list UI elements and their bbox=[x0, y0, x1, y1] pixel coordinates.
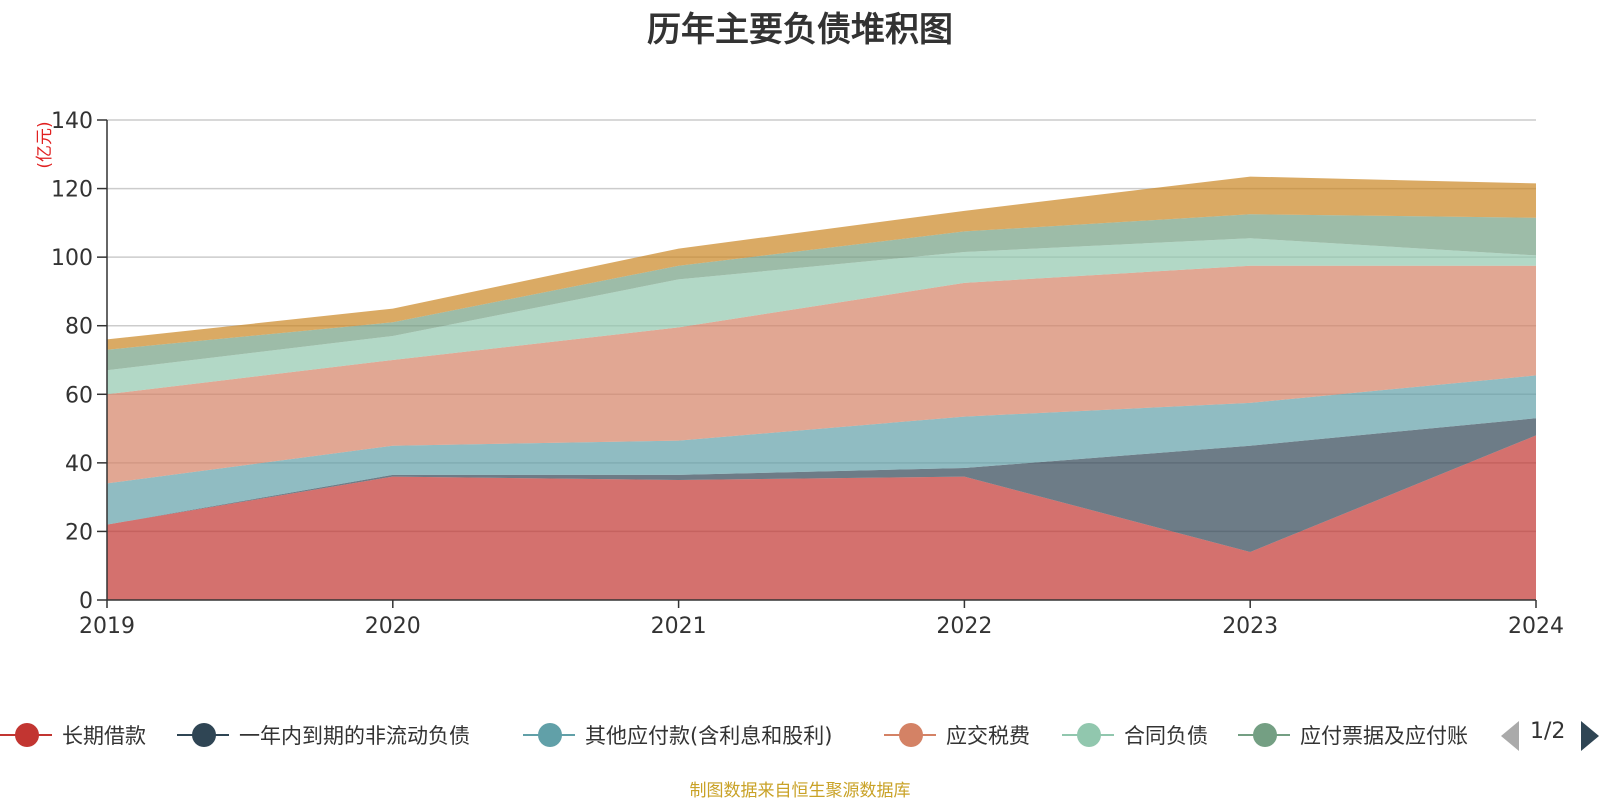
area-series-6 bbox=[107, 176, 1536, 350]
legend-label: 长期借款 bbox=[62, 724, 146, 748]
legend-label: 应付票据及应付账 bbox=[1300, 724, 1468, 748]
area-series-2 bbox=[107, 375, 1536, 525]
area-series-5 bbox=[107, 214, 1536, 371]
area-series-1 bbox=[107, 418, 1536, 552]
area-series-3 bbox=[107, 265, 1536, 484]
legend-circle-icon bbox=[15, 723, 39, 747]
legend-items: 长期借款 一年内到期的非流动负债 其他应付款(含利息和股利) 应交税费 合同负债 应付票据… bbox=[0, 718, 1490, 758]
y-tick-label: 40 bbox=[65, 452, 93, 477]
x-tick-label: 2020 bbox=[365, 614, 421, 639]
legend-circle-icon bbox=[899, 723, 923, 747]
legend-circle-icon bbox=[538, 723, 562, 747]
y-tick-label: 140 bbox=[51, 109, 93, 134]
area-series-4 bbox=[107, 238, 1536, 395]
chart-title: 历年主要负债堆积图 bbox=[647, 10, 953, 50]
y-tick-label: 80 bbox=[65, 315, 93, 340]
legend-label: 应交税费 bbox=[946, 724, 1030, 748]
x-tick-label: 2021 bbox=[651, 614, 707, 639]
legend-circle-icon bbox=[192, 723, 216, 747]
legend-label: 其他应付款(含利息和股利) bbox=[585, 724, 833, 748]
x-tick-label: 2023 bbox=[1222, 614, 1278, 639]
y-tick-label: 0 bbox=[79, 589, 93, 614]
legend-label: 一年内到期的非流动负债 bbox=[239, 724, 470, 748]
y-tick-label: 100 bbox=[51, 246, 93, 271]
legend-next-page-icon[interactable] bbox=[1581, 721, 1599, 751]
chart-plot: 0 20 40 60 80 100 120 140 2019 2020 2021 2022 2023 20… bbox=[35, 109, 1564, 639]
x-tick-label: 2019 bbox=[79, 614, 135, 639]
y-axis-label: (亿元) bbox=[35, 121, 55, 168]
legend-prev-page-icon[interactable] bbox=[1501, 721, 1519, 751]
y-tick-label: 120 bbox=[51, 178, 93, 203]
legend-label: 合同负债 bbox=[1124, 724, 1208, 748]
legend-circle-icon bbox=[1253, 723, 1277, 747]
axes: 0 20 40 60 80 100 120 140 2019 2020 2021 2022 2023 20… bbox=[51, 109, 1564, 639]
source-footnote: 制图数据来自恒生聚源数据库 bbox=[689, 781, 911, 801]
legend-page-indicator: 1/2 bbox=[1530, 719, 1566, 744]
x-tick-label: 2024 bbox=[1508, 614, 1564, 639]
y-tick-label: 60 bbox=[65, 383, 93, 408]
area-series-0 bbox=[107, 435, 1536, 600]
x-tick-label: 2022 bbox=[936, 614, 992, 639]
legend: 长期借款 一年内到期的非流动负债 其他应付款(含利息和股利) 应交税费 合同负债 应付票据… bbox=[0, 718, 1600, 752]
area-series bbox=[107, 176, 1536, 600]
legend-circle-icon bbox=[1077, 723, 1101, 747]
y-tick-label: 20 bbox=[65, 520, 93, 545]
